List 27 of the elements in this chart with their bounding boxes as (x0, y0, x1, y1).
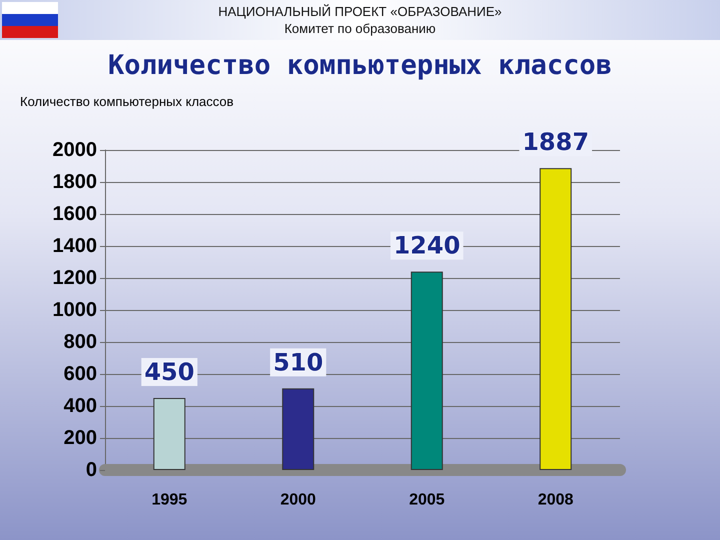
text: Комитет по образованию (283, 20, 437, 37)
x-tick-label: 1995 (152, 492, 188, 508)
data-label: 1240 (393, 232, 460, 260)
y-tick-label: 800 (64, 331, 97, 353)
y-tick-label: 0 (86, 459, 97, 481)
y-tick-label: 1400 (52, 235, 97, 257)
chart-title: Количество компьютерных классов (107, 50, 613, 81)
data-label: 510 (273, 348, 324, 376)
y-axis-title: Количество компьютерных классов (20, 93, 235, 111)
data-label: 450 (144, 358, 194, 386)
data-label: 1887 (522, 128, 590, 156)
bar (410, 272, 443, 470)
y-tick-label: 600 (64, 363, 97, 385)
y-tick-label: 1200 (52, 267, 97, 289)
y-tick-label: 1600 (52, 203, 97, 225)
y-tick-label: 2000 (52, 139, 97, 161)
x-tick-label: 2000 (280, 492, 316, 508)
y-tick-label: 400 (64, 395, 97, 417)
bar (540, 168, 572, 470)
y-tick-label: 1800 (52, 171, 97, 193)
y-tick-label: 1000 (52, 299, 97, 321)
x-tick-label: 2008 (538, 492, 574, 508)
text: НАЦИОНАЛЬНЫЙ ПРОЕКТ «ОБРАЗОВАНИЕ» (217, 3, 503, 20)
y-tick-label: 200 (64, 427, 97, 449)
x-tick-label: 2005 (409, 492, 445, 508)
bar (153, 398, 186, 470)
bar (282, 388, 314, 470)
